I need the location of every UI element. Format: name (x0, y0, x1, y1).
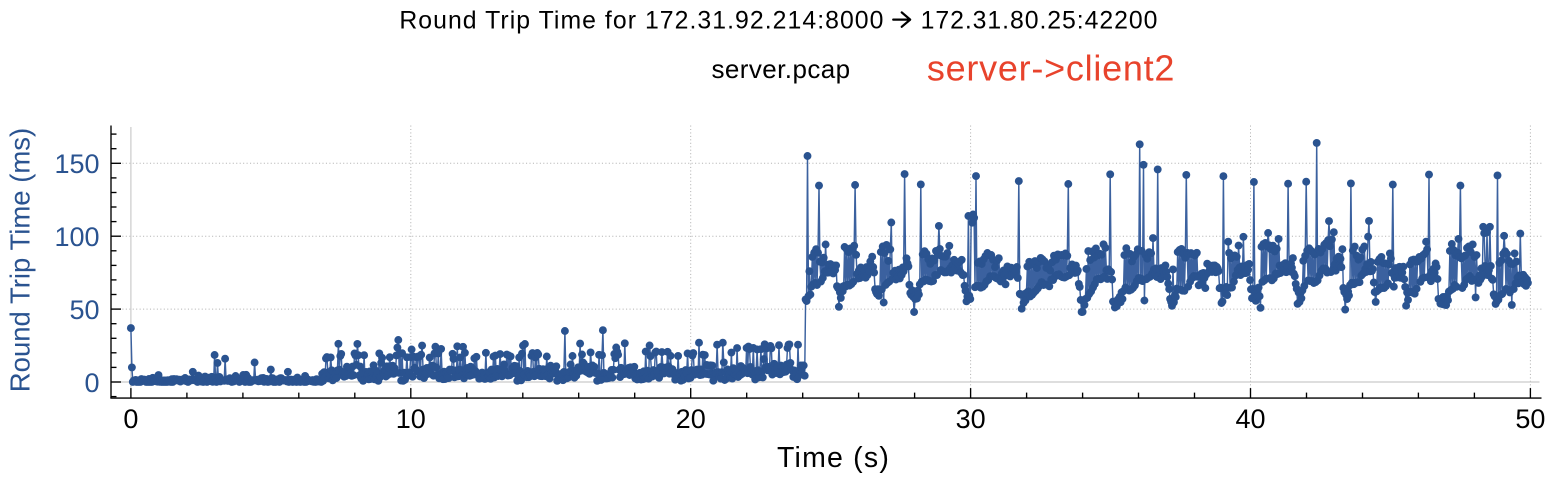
svg-text:50: 50 (1515, 404, 1545, 434)
svg-text:Time (s): Time (s) (777, 442, 890, 474)
svg-text:30: 30 (956, 404, 986, 434)
svg-text:Round Trip Time (ms): Round Trip Time (ms) (5, 128, 36, 392)
svg-text:server.pcap: server.pcap (711, 54, 850, 84)
svg-text:50: 50 (69, 295, 99, 325)
svg-text:Round Trip Time for 172.31.92.: Round Trip Time for 172.31.92.214:8000 (399, 8, 884, 35)
svg-text:10: 10 (396, 404, 426, 434)
svg-text:100: 100 (54, 222, 99, 252)
svg-text:150: 150 (54, 149, 99, 179)
svg-text:40: 40 (1235, 404, 1265, 434)
svg-text:20: 20 (676, 404, 706, 434)
svg-text:0: 0 (84, 368, 99, 398)
svg-text:0: 0 (123, 404, 138, 434)
svg-text:server->client2: server->client2 (927, 48, 1175, 89)
svg-text:172.31.80.25:42200: 172.31.80.25:42200 (921, 8, 1159, 35)
